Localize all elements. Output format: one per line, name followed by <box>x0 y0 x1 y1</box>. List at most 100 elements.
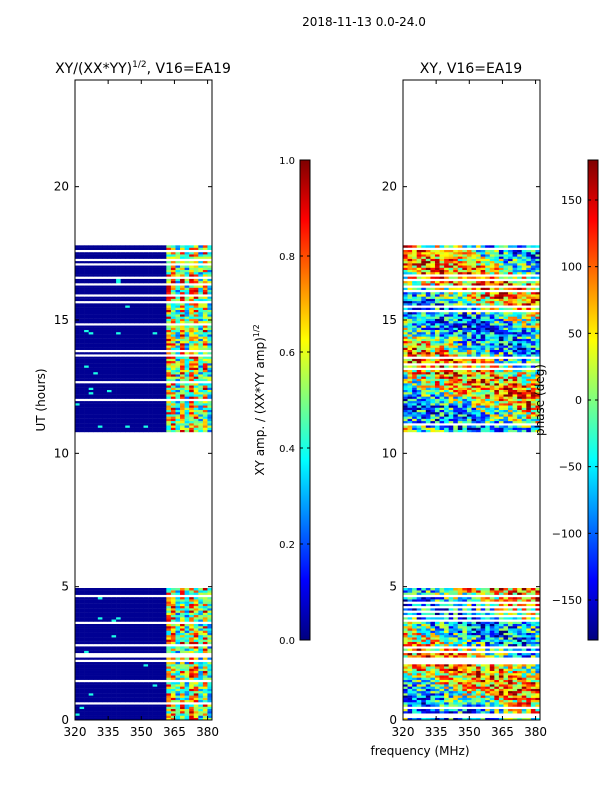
heatmap-cell <box>202 614 208 618</box>
heatmap-cell <box>84 405 89 408</box>
y-tick-label: 20 <box>54 180 69 194</box>
heatmap-cell <box>157 717 163 720</box>
heatmap-cell <box>102 405 108 408</box>
heatmap-cell <box>111 378 117 382</box>
heatmap-cell <box>152 276 158 279</box>
heatmap-cell <box>102 340 108 344</box>
heatmap-cell <box>189 274 195 277</box>
heatmap-cell <box>161 661 167 665</box>
heatmap-cell <box>102 320 108 324</box>
heatmap-cell <box>129 327 135 330</box>
heatmap-cell <box>170 363 176 366</box>
heatmap-cell <box>202 686 208 689</box>
heatmap-cell <box>102 312 108 315</box>
heatmap-cell <box>120 387 126 390</box>
heatmap-cell <box>79 623 85 627</box>
heatmap-cell <box>180 387 185 390</box>
heatmap-cell <box>175 276 181 279</box>
heatmap-cell <box>480 713 486 716</box>
heatmap-cell <box>503 697 509 701</box>
heatmap-cell <box>79 276 85 279</box>
heatmap-cell <box>189 601 195 604</box>
heatmap-cell <box>207 274 212 277</box>
heatmap-cell <box>202 646 208 649</box>
heatmap-cell <box>120 666 126 669</box>
heatmap-cell <box>138 400 144 404</box>
heatmap-cell <box>166 285 172 288</box>
heatmap-cell <box>129 323 135 326</box>
heatmap-cell <box>503 686 509 689</box>
heatmap-cell <box>134 247 140 250</box>
heatmap-cell <box>170 265 176 268</box>
heatmap-cell <box>466 679 472 683</box>
heatmap-cell <box>161 272 167 275</box>
heatmap-cell <box>129 403 135 406</box>
figure-title: 2018-11-13 0.0-24.0 <box>302 15 426 29</box>
heatmap-cell <box>403 704 408 707</box>
heatmap-cell <box>207 392 212 395</box>
heatmap-cell <box>93 343 99 346</box>
heatmap-cell <box>102 332 108 335</box>
heatmap-cell <box>189 679 195 683</box>
heatmap-cell <box>79 619 85 622</box>
heatmap-cell <box>161 403 167 406</box>
heatmap-cell <box>152 427 158 430</box>
heatmap-cell <box>120 643 126 647</box>
heatmap-cell <box>166 711 172 714</box>
heatmap-cell <box>97 594 103 598</box>
heatmap-cell <box>157 590 163 593</box>
heatmap-cell <box>198 265 204 268</box>
heatmap-cell <box>448 711 454 714</box>
heatmap-cell <box>166 360 172 364</box>
heatmap-cell <box>175 603 181 607</box>
heatmap-cell <box>180 637 185 640</box>
heatmap-cell <box>198 670 204 674</box>
heatmap-cell <box>143 327 149 330</box>
heatmap-cell <box>430 706 436 710</box>
heatmap-cell <box>471 715 477 718</box>
heatmap-cell <box>120 332 126 335</box>
heatmap-cell <box>88 338 94 342</box>
heatmap-cell <box>166 365 172 368</box>
heatmap-cell <box>202 403 208 406</box>
heatmap-cell <box>116 345 121 348</box>
heatmap-cell <box>526 702 532 705</box>
heatmap-cell <box>79 245 85 248</box>
heatmap-cell <box>97 407 103 410</box>
heatmap-cell <box>521 690 527 694</box>
heatmap-cell <box>138 376 144 379</box>
heatmap-cell <box>202 383 208 386</box>
heatmap-cell <box>184 272 190 275</box>
heatmap-cell <box>148 387 153 390</box>
heatmap-cell <box>120 303 126 306</box>
heatmap-cell <box>180 318 185 322</box>
heatmap-cell <box>111 260 117 264</box>
heatmap-cell <box>138 599 144 602</box>
heatmap-cell <box>120 420 126 424</box>
heatmap-cell <box>111 336 117 339</box>
heatmap-cell <box>166 617 172 620</box>
heatmap-cell <box>430 715 436 718</box>
heatmap-cell <box>111 684 117 687</box>
heatmap-cell <box>503 681 509 685</box>
heatmap-cell <box>79 659 85 663</box>
heatmap-cell <box>134 706 140 710</box>
heatmap-cell <box>79 352 85 355</box>
heatmap-cell <box>106 252 112 255</box>
heatmap-cell <box>120 601 126 604</box>
heatmap-cell <box>480 673 486 676</box>
heatmap-cell <box>111 396 117 399</box>
heatmap-cell <box>102 418 108 422</box>
heatmap-cell <box>75 334 80 337</box>
heatmap-cell <box>184 278 190 282</box>
heatmap-cell <box>207 628 212 631</box>
heatmap-cell <box>134 403 140 406</box>
heatmap-cell <box>111 285 117 288</box>
heatmap-cell <box>125 688 131 692</box>
heatmap-cell <box>138 612 144 616</box>
heatmap-cell <box>116 425 121 428</box>
heatmap-cell <box>125 263 131 266</box>
heatmap-cell <box>193 713 199 716</box>
heatmap-cell <box>93 294 99 297</box>
heatmap-cell <box>207 332 212 335</box>
